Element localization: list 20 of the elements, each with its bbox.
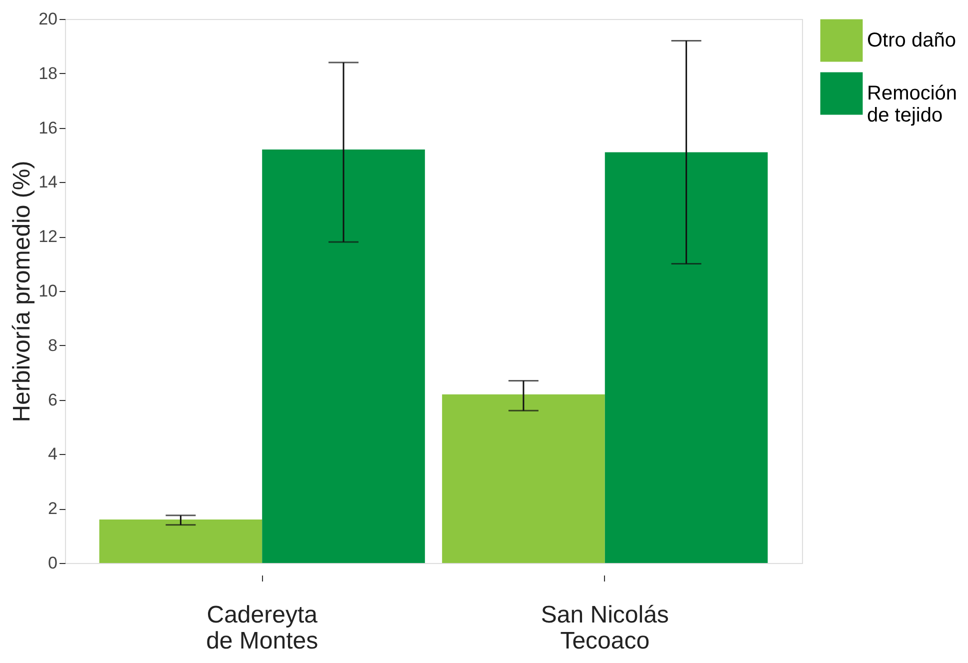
- bar: [99, 519, 262, 563]
- y-tick-label: 12: [38, 227, 58, 246]
- y-tick-label: 0: [48, 554, 58, 572]
- bar: [442, 394, 605, 563]
- x-tick-label: Cadereyta de Montes: [206, 602, 318, 654]
- legend-label: Remoción de tejido: [867, 82, 958, 126]
- y-tick-label: 18: [38, 64, 58, 83]
- y-axis-title: Herbivoría promedio (%): [8, 160, 36, 422]
- y-tick-label: 6: [48, 390, 58, 410]
- bar: [262, 150, 425, 563]
- x-tick-label: San Nicolás Tecoaco: [540, 602, 669, 654]
- bar: [604, 152, 768, 563]
- y-tick-label: 20: [38, 10, 58, 28]
- y-tick-label: 10: [38, 282, 58, 300]
- y-tick-label: 14: [38, 172, 58, 192]
- legend-label: Otro daño: [867, 30, 956, 52]
- y-tick-label: 16: [38, 118, 58, 138]
- y-tick-label: 2: [48, 499, 58, 518]
- y-tick-label: 4: [48, 444, 58, 464]
- y-tick-label: 8: [48, 336, 58, 355]
